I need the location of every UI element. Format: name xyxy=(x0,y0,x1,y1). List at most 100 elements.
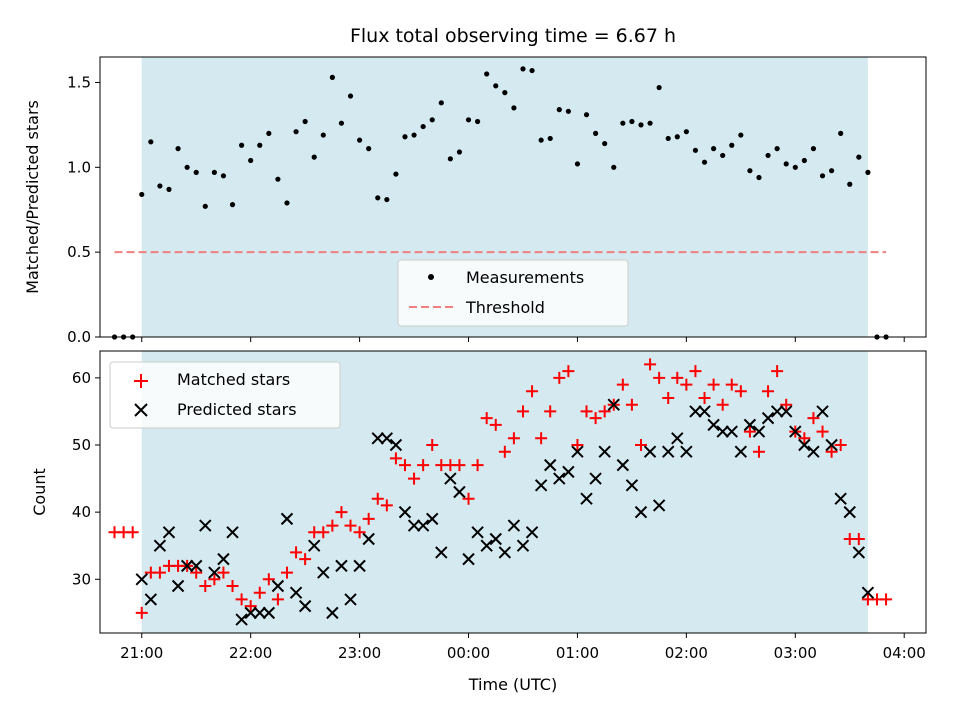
predicted-star-point xyxy=(426,512,439,526)
matched-star-point xyxy=(498,445,511,458)
measurement-point xyxy=(465,117,472,123)
measurement-point xyxy=(692,147,699,153)
measurement-point xyxy=(720,152,726,159)
predicted-star-point xyxy=(407,519,421,532)
measurement-point xyxy=(202,203,208,209)
measurement-point xyxy=(248,157,254,164)
measurement-point xyxy=(774,146,780,152)
bottom-x-tick-label: 21:00 xyxy=(120,644,163,662)
matched-star-point xyxy=(408,472,421,485)
predicted-star-point xyxy=(153,539,167,552)
matched-star-point xyxy=(716,398,729,411)
predicted-star-point xyxy=(544,458,557,472)
predicted-star-point xyxy=(580,492,593,505)
measurement-point xyxy=(375,195,381,201)
predicted-star-point xyxy=(625,479,639,492)
predicted-star-point xyxy=(680,445,693,458)
predicted-star-point xyxy=(444,472,457,485)
measurement-point xyxy=(611,164,617,170)
predicted-star-point xyxy=(643,445,657,458)
predicted-star-point xyxy=(362,532,375,546)
measurement-point xyxy=(511,105,517,111)
matched-star-point xyxy=(299,553,312,566)
predicted-star-point xyxy=(244,606,257,620)
measurement-point xyxy=(329,74,335,80)
matched-star-point xyxy=(544,405,557,418)
measurement-point xyxy=(347,93,354,99)
top-y-axis-label: Matched/Predicted stars xyxy=(23,100,42,294)
matched-star-point xyxy=(344,519,357,532)
matched-star-point xyxy=(526,385,539,398)
top-y-tick-label: 0.0 xyxy=(67,328,91,346)
predicted-star-point xyxy=(253,606,266,620)
measurement-point xyxy=(747,168,753,174)
predicted-star-point xyxy=(353,559,366,573)
matched-star-point xyxy=(852,533,865,545)
measurement-point xyxy=(738,132,744,138)
matched-star-point xyxy=(426,439,439,451)
predicted-star-point xyxy=(398,505,412,519)
predicted-star-point xyxy=(462,552,475,566)
predicted-star-point xyxy=(471,526,484,539)
predicted-star-point xyxy=(180,559,194,573)
predicted-star-point xyxy=(725,425,738,438)
measurement-point xyxy=(783,161,789,167)
matched-star-point xyxy=(598,405,611,418)
predicted-star-point xyxy=(689,405,702,418)
measurement-point xyxy=(157,183,163,189)
matched-star-point xyxy=(253,586,266,599)
matched-star-point xyxy=(580,405,593,418)
matched-star-point xyxy=(217,566,230,579)
predicted-star-point xyxy=(171,579,185,593)
predicted-star-point xyxy=(217,552,230,566)
predicted-star-point xyxy=(761,411,775,425)
matched-star-point xyxy=(743,425,756,438)
predicted-star-point xyxy=(235,613,248,626)
measurement-point xyxy=(456,149,463,155)
predicted-star-point xyxy=(843,505,856,519)
matched-star-point xyxy=(516,405,529,418)
matched-star-point xyxy=(507,432,520,445)
predicted-star-point xyxy=(344,593,357,606)
bottom-x-tick-label: 23:00 xyxy=(338,644,381,662)
matched-star-point xyxy=(762,385,775,398)
predicted-star-point xyxy=(289,586,303,599)
measurement-point xyxy=(357,137,363,143)
measurement-point xyxy=(729,142,735,148)
matched-star-point xyxy=(644,358,657,371)
measurement-point xyxy=(593,130,599,136)
matched-star-point xyxy=(453,459,466,472)
predicted-star-point xyxy=(825,438,838,452)
predicted-star-point xyxy=(435,546,448,559)
matched-star-point xyxy=(235,593,248,606)
matched-star-point xyxy=(571,439,584,451)
predicted-star-point xyxy=(226,526,239,539)
matched-star-point xyxy=(780,398,793,411)
matched-star-point xyxy=(208,573,221,586)
measurement-point xyxy=(402,134,408,140)
matched-star-point xyxy=(653,371,666,384)
measurement-point xyxy=(429,117,435,123)
matched-star-point xyxy=(244,600,257,613)
measurement-point xyxy=(166,186,172,192)
bottom-x-tick-label: 00:00 xyxy=(447,644,490,662)
legend-threshold-label: Threshold xyxy=(465,298,545,317)
measurement-point xyxy=(275,176,281,182)
predicted-star-point xyxy=(671,432,684,445)
matched-star-point xyxy=(417,459,430,472)
predicted-star-point xyxy=(698,405,711,418)
measurement-point xyxy=(792,164,798,170)
bottom-x-tick-label: 01:00 xyxy=(556,644,599,662)
matched-star-point xyxy=(335,506,348,519)
predicted-star-point xyxy=(208,566,221,579)
predicted-star-point xyxy=(308,539,321,552)
predicted-star-point xyxy=(371,432,384,445)
predicted-star-point xyxy=(271,579,285,593)
predicted-star-point xyxy=(144,593,158,606)
predicted-star-point xyxy=(807,445,820,458)
matched-star-point xyxy=(489,418,502,431)
predicted-star-point xyxy=(380,432,394,445)
top-y-tick-label: 1.5 xyxy=(67,73,91,91)
predicted-star-point xyxy=(489,532,502,546)
